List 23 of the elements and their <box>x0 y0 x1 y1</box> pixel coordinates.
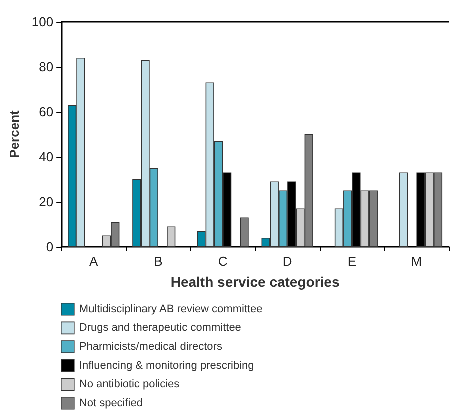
x-tick-label: E <box>348 254 357 269</box>
y-tick-label: 60 <box>39 104 54 120</box>
legend-label: Drugs and therapeutic committee <box>79 322 242 334</box>
legend-label: Not specified <box>79 397 143 410</box>
x-tick-label: A <box>90 254 99 269</box>
x-tick-label: B <box>154 254 163 269</box>
legend-label: Influencing & monitoring prescribing <box>79 360 254 372</box>
y-tick-label: 100 <box>32 14 54 30</box>
y-tick-label: 80 <box>39 60 54 74</box>
y-tick-label: 20 <box>39 194 54 210</box>
legend-label: No antibiotic policies <box>79 378 180 391</box>
y-tick-label: 0 <box>46 240 54 254</box>
y-tick-label: 40 <box>39 150 54 164</box>
bar <box>400 172 408 247</box>
x-tick-label: D <box>282 254 292 269</box>
x-tick-label: C <box>218 254 228 269</box>
x-axis-title: Health service categories <box>170 274 340 290</box>
bar <box>240 218 249 247</box>
y-axis-title: Percent <box>7 110 22 158</box>
bar <box>167 226 176 247</box>
x-tick-label: M <box>411 254 422 269</box>
legend-label: Pharmicists/medical directors <box>79 341 223 353</box>
legend-label: Multidisciplinary AB review committee <box>79 303 263 316</box>
